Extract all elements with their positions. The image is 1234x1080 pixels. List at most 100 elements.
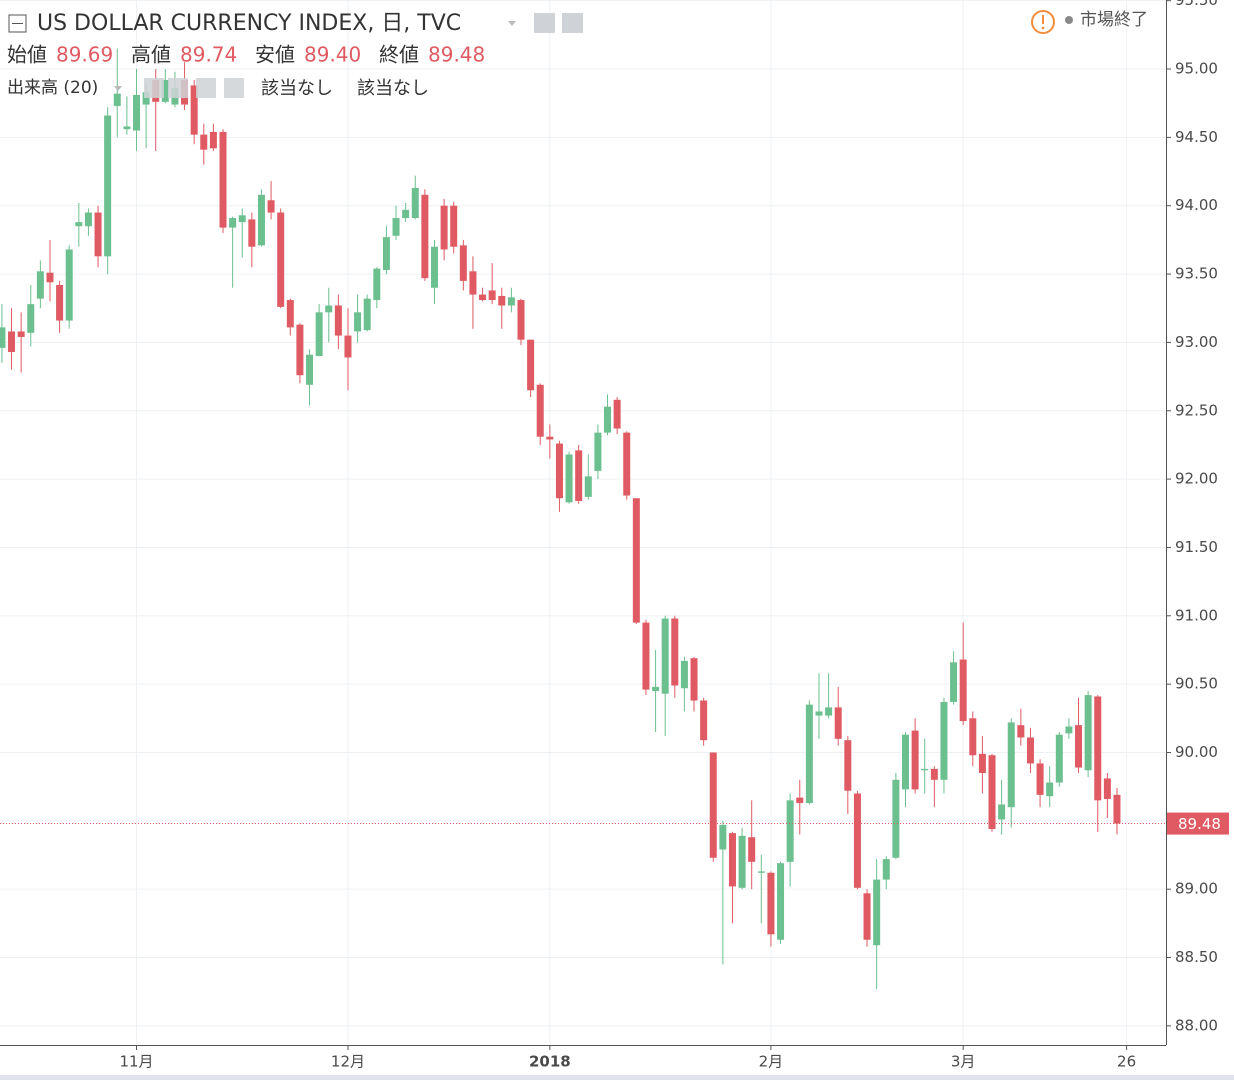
candle-body xyxy=(604,406,612,433)
candle-body xyxy=(488,290,496,301)
candle-body xyxy=(902,734,910,790)
candle-body xyxy=(1103,778,1111,799)
y-tick-label: 92.50 xyxy=(1175,401,1218,419)
candle-body xyxy=(344,335,352,358)
indicator-icon[interactable] xyxy=(196,78,216,98)
candle-body xyxy=(728,833,736,887)
candle-body xyxy=(796,797,804,804)
candle-body xyxy=(142,92,150,105)
y-tick-label: 88.00 xyxy=(1175,1016,1218,1034)
candle-body xyxy=(238,215,246,223)
candle-body xyxy=(748,837,756,862)
y-tick-label: 94.50 xyxy=(1175,128,1218,146)
x-tick-label: 26 xyxy=(1117,1053,1136,1071)
candle-body xyxy=(652,686,660,691)
candle-body xyxy=(1075,725,1083,768)
candle-body xyxy=(479,294,487,301)
candle-body xyxy=(892,779,900,858)
candle-body xyxy=(209,131,217,149)
candle-body xyxy=(700,700,708,741)
candle-body xyxy=(815,711,823,716)
candle-body xyxy=(959,659,967,722)
y-tick-label: 92.00 xyxy=(1175,470,1218,488)
collapse-icon[interactable] xyxy=(8,14,27,33)
candle-body xyxy=(642,622,650,690)
y-tick-label: 89.00 xyxy=(1175,880,1218,898)
header-value: 89.40 xyxy=(304,43,361,67)
candle-body xyxy=(200,134,208,150)
x-tick-label: 3月 xyxy=(951,1053,976,1071)
candle-body xyxy=(853,793,861,888)
candle-body xyxy=(123,126,131,130)
candle-body xyxy=(17,331,25,337)
title-dropdown[interactable] xyxy=(508,21,516,26)
candle-body xyxy=(661,618,669,694)
candle-body xyxy=(1046,782,1054,797)
candle-body xyxy=(277,212,285,307)
candle-body xyxy=(459,245,467,281)
candle-body xyxy=(825,707,833,716)
y-tick-label: 88.50 xyxy=(1175,948,1218,966)
candle-body xyxy=(334,305,342,336)
alert-icon-dot xyxy=(1041,26,1045,30)
indicator-label: 出来高 (20) xyxy=(7,78,98,98)
alert-icon[interactable] xyxy=(1031,10,1055,34)
last-price-tag xyxy=(1167,812,1229,835)
candle-body xyxy=(805,704,813,804)
y-tick-label: 90.00 xyxy=(1175,743,1218,761)
candle-body xyxy=(921,768,929,771)
candle-body xyxy=(1026,737,1034,764)
candle-body xyxy=(1055,734,1063,783)
candle-body xyxy=(613,399,621,429)
candle-body xyxy=(911,730,919,790)
candle-body xyxy=(998,804,1006,820)
candle-body xyxy=(863,893,871,940)
candle-body xyxy=(594,432,602,471)
candle-body xyxy=(709,752,717,858)
candle-body xyxy=(373,268,381,301)
candle-body xyxy=(306,354,314,385)
candle-body xyxy=(834,707,842,739)
candle-body xyxy=(680,660,688,689)
candle-body xyxy=(325,305,333,313)
candle-body xyxy=(132,95,140,131)
candle-body xyxy=(777,863,785,940)
candle-body xyxy=(969,718,977,756)
candle-body xyxy=(536,384,544,437)
x-tick-label: 11月 xyxy=(119,1053,153,1071)
candle-body xyxy=(527,339,535,391)
settings-icon[interactable] xyxy=(562,13,583,33)
y-tick-label: 91.00 xyxy=(1175,606,1218,624)
y-tick-label: 93.50 xyxy=(1175,265,1218,283)
candle-body xyxy=(844,740,852,791)
eye-icon[interactable] xyxy=(534,13,555,33)
candle-body xyxy=(632,498,640,623)
indicator-dropdown[interactable] xyxy=(114,86,122,91)
indicator-icon[interactable] xyxy=(224,78,244,98)
y-tick-label: 94.00 xyxy=(1175,196,1218,214)
last-price-label: 89.48 xyxy=(1178,815,1221,833)
y-tick-label: 91.50 xyxy=(1175,538,1218,556)
candle-body xyxy=(469,271,477,295)
candle-body xyxy=(402,209,410,219)
bottom-bar xyxy=(0,1075,1234,1080)
candle-body xyxy=(161,79,169,102)
candle-body xyxy=(27,304,35,333)
candle-body xyxy=(75,222,83,227)
indicator-icon[interactable] xyxy=(168,78,188,98)
candle-body xyxy=(36,271,44,299)
candle-body xyxy=(46,272,54,283)
candle-body xyxy=(411,187,419,219)
indicator-icon[interactable] xyxy=(144,78,164,98)
candle-body xyxy=(382,237,390,270)
y-tick-label: 95.50 xyxy=(1175,0,1218,9)
candle-body xyxy=(786,800,794,862)
candle-body xyxy=(56,285,64,321)
header-label: 終値 xyxy=(379,43,419,67)
candle-body xyxy=(950,662,958,702)
candle-body xyxy=(248,219,256,247)
candle-body xyxy=(873,879,881,946)
candle-body xyxy=(363,298,371,331)
candle-body xyxy=(229,218,237,228)
